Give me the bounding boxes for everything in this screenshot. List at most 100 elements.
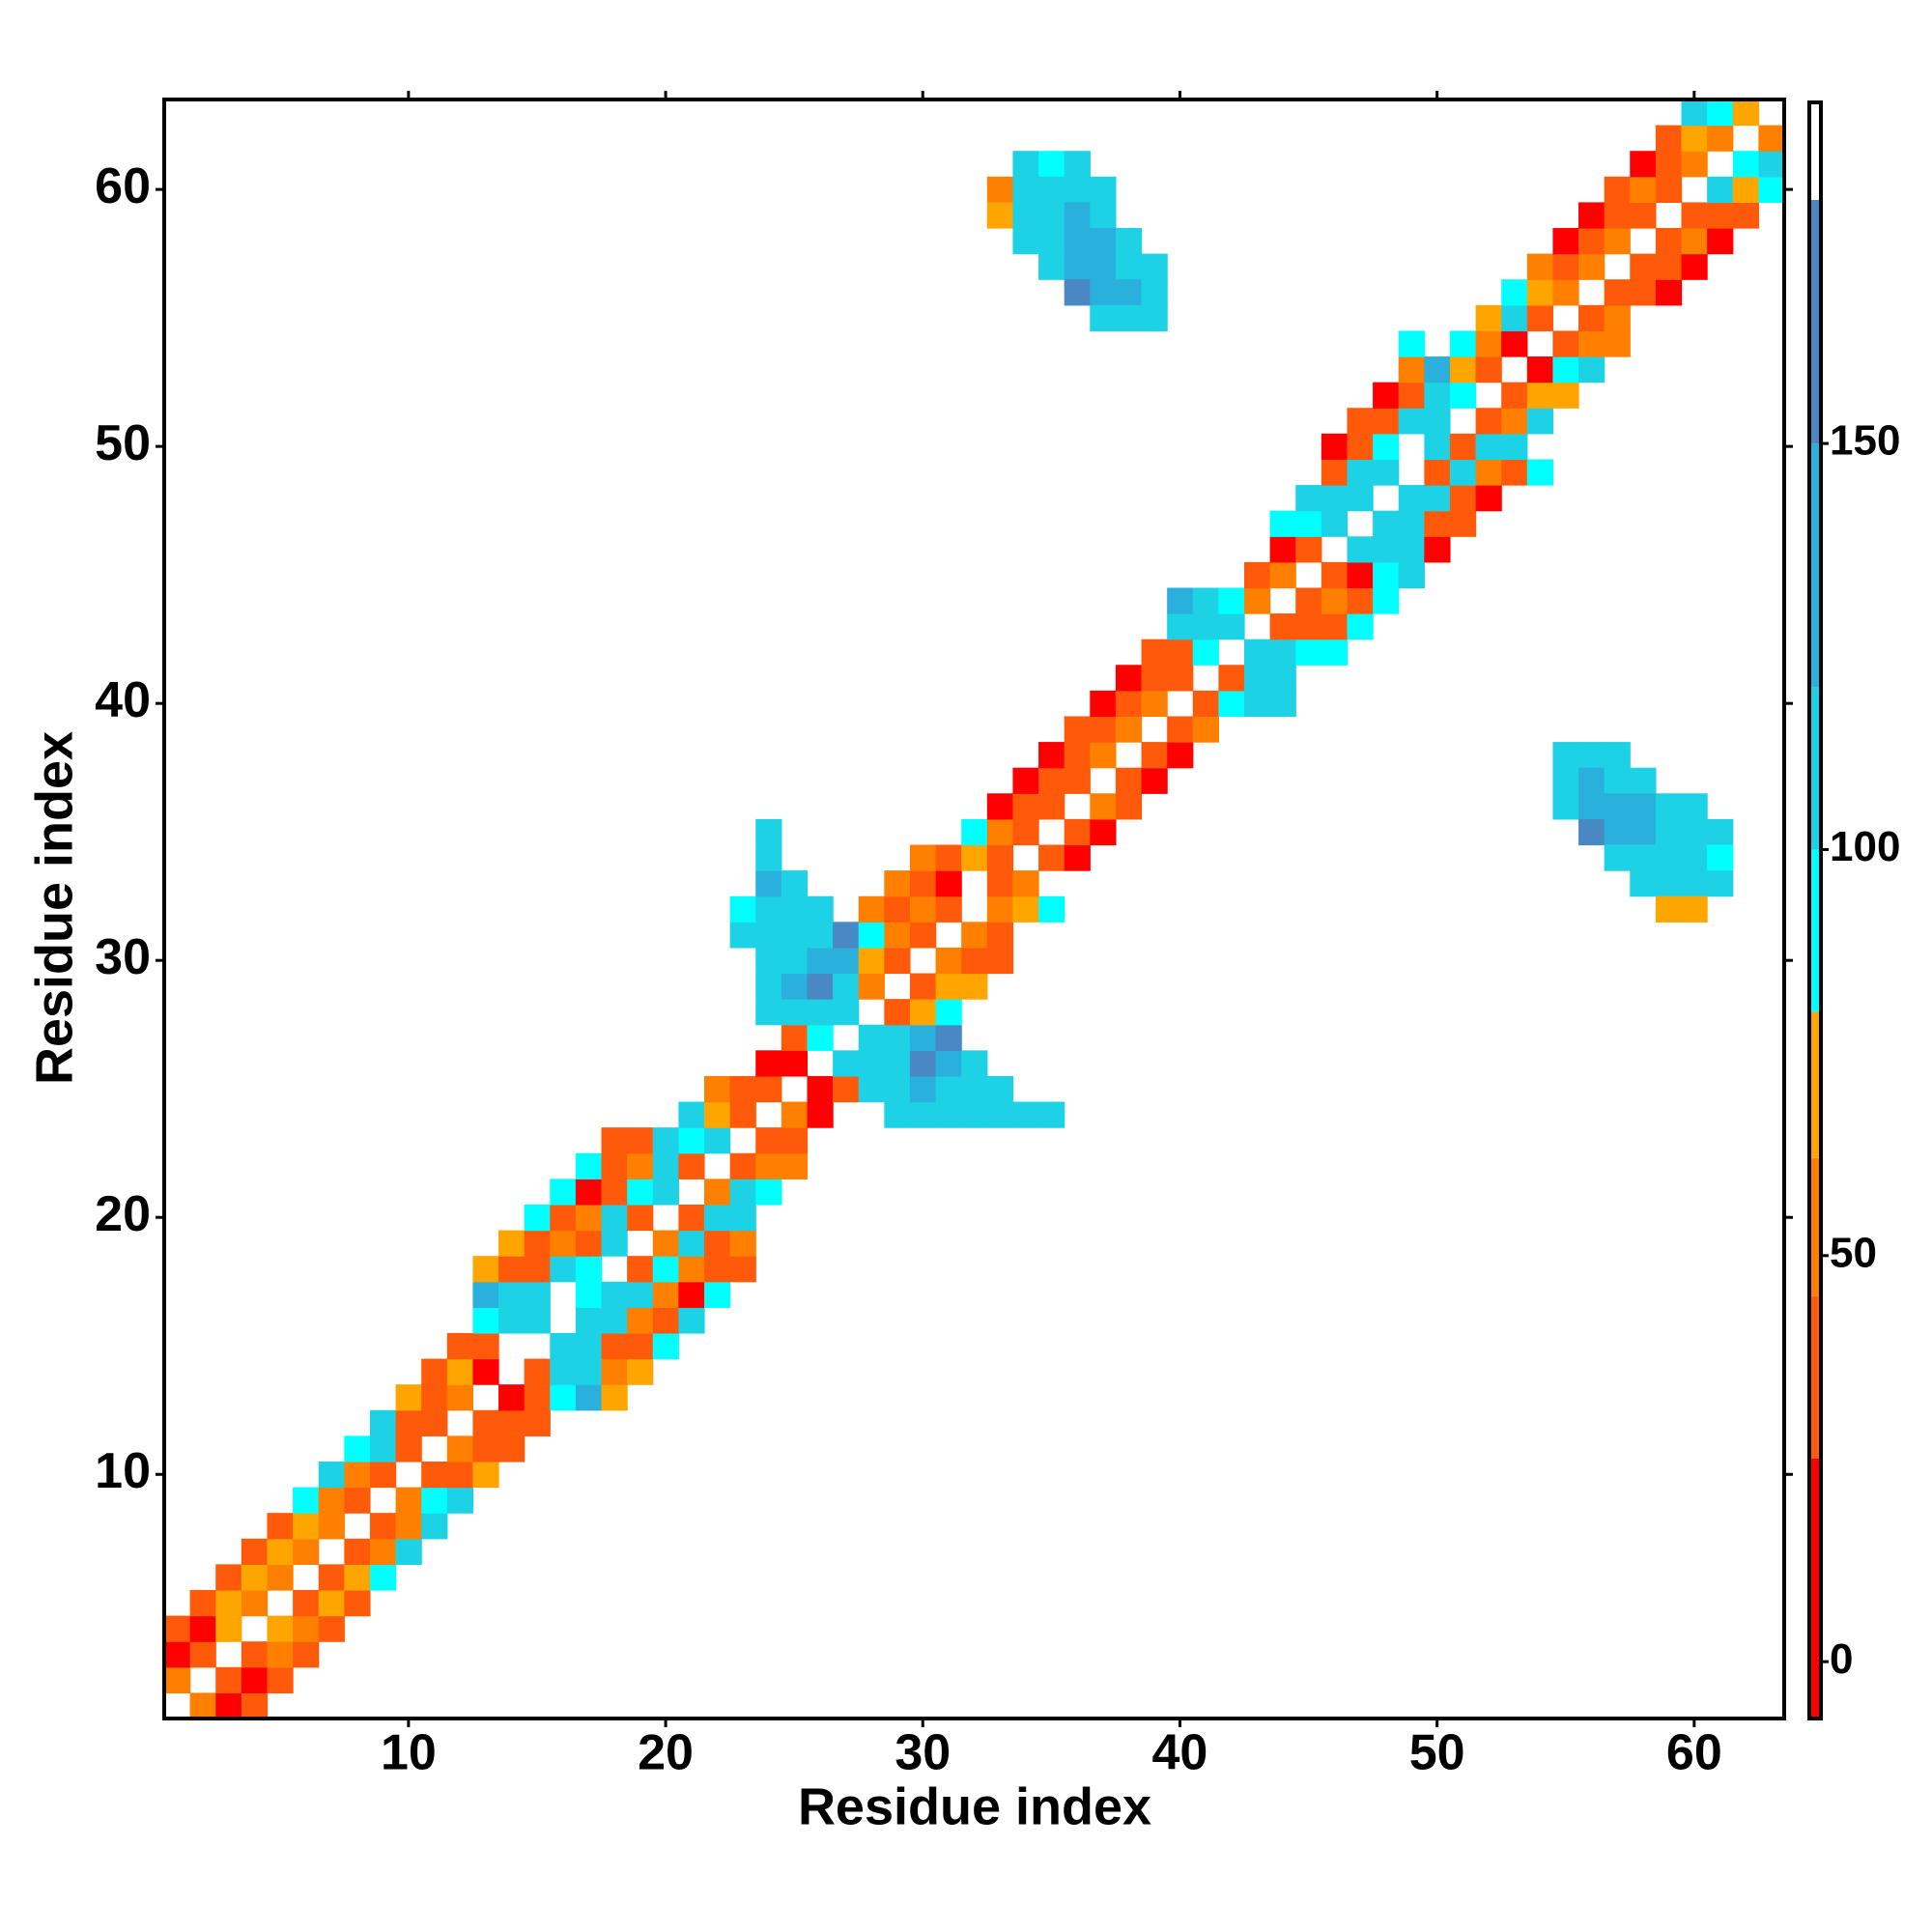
heatmap-cell [652,1332,679,1360]
heatmap-cell [1475,433,1502,461]
heatmap-cell [1321,510,1349,537]
heatmap-cell [1681,895,1708,923]
heatmap-cell [935,999,962,1026]
heatmap-cell [550,1256,577,1283]
heatmap-cell [729,1101,756,1128]
heatmap-cell [1707,125,1734,152]
heatmap-cell [1526,382,1554,409]
heatmap-cell [1552,742,1579,769]
heatmap-cell [1630,818,1657,846]
heatmap-cell [833,1075,860,1103]
heatmap-cell [241,1564,269,1591]
heatmap-cell [1090,228,1117,255]
heatmap-cell [241,1666,269,1693]
heatmap-cell [1038,767,1065,794]
heatmap-cell [472,1332,499,1360]
heatmap-cell [1038,742,1065,769]
heatmap-cell [1012,202,1039,229]
heatmap-cell [1655,125,1683,152]
heatmap-cell [729,1204,756,1232]
heatmap-cell [807,1101,834,1128]
heatmap-cell [1115,279,1143,306]
heatmap-cell [1038,253,1065,280]
heatmap-cell [369,1564,397,1591]
y-tick-label: 40 [95,672,151,728]
heatmap-cell [575,1332,603,1360]
heatmap-cell [1141,279,1168,306]
heatmap-cell [1167,613,1194,640]
heatmap-cell [189,1692,216,1719]
heatmap-cell [1424,433,1451,461]
heatmap-cell [1244,690,1271,718]
heatmap-cell [781,1050,809,1077]
heatmap-cell [833,1050,860,1077]
heatmap-cell [1321,639,1349,666]
heatmap-cell [1578,253,1605,280]
heatmap-cell [241,1641,269,1668]
heatmap-cell [678,1256,705,1283]
heatmap-cell [781,895,809,923]
heatmap-cell [1475,408,1502,435]
heatmap-cell [1398,330,1425,357]
heatmap-cell [524,1230,551,1257]
heatmap-cell [755,1179,782,1206]
heatmap-cell [524,1409,551,1436]
heatmap-cell [1347,408,1374,435]
heatmap-cell [1064,202,1091,229]
heatmap-cell [241,1538,269,1565]
heatmap-cell [807,1075,834,1103]
heatmap-cell [293,1589,320,1617]
heatmap-cell [1424,356,1451,384]
heatmap-cell [215,1564,242,1591]
heatmap-cell [884,922,911,949]
heatmap-cell [1449,459,1477,486]
heatmap-cell [1501,408,1528,435]
heatmap-cell [498,1384,526,1411]
heatmap-cell [1552,793,1579,820]
heatmap-cell [1012,895,1039,923]
heatmap-cell [472,1307,499,1334]
heatmap-cell [1707,228,1734,255]
x-tick-label: 30 [895,1725,951,1781]
heatmap-cell [858,1050,885,1077]
heatmap-cell [781,870,809,897]
heatmap-cell [1526,253,1554,280]
heatmap-cell [1192,716,1219,743]
heatmap-cell [1090,176,1117,204]
heatmap-cell [1398,485,1425,512]
heatmap-cell [446,1435,474,1463]
heatmap-cell [781,1127,809,1154]
heatmap-cell [267,1666,294,1693]
heatmap-cell [1552,767,1579,794]
heatmap-cell [1475,485,1502,512]
heatmap-cell [1578,202,1605,229]
heatmap-cell [652,1230,679,1257]
heatmap-cell [1373,561,1400,589]
heatmap-cell [961,844,988,871]
heatmap-cell [755,922,782,949]
heatmap-cell [1526,356,1554,384]
heatmap-cell [1090,253,1117,280]
heatmap-cell [1012,228,1039,255]
heatmap-cell [858,947,885,975]
heatmap-cell [833,999,860,1026]
heatmap-cell [1269,561,1296,589]
heatmap-cell [1655,844,1683,871]
heatmap-cell [421,1461,448,1489]
heatmap-cell [1578,793,1605,820]
heatmap-cell [1269,690,1296,718]
heatmap-cell [1526,304,1554,332]
x-tick-label: 10 [381,1725,437,1781]
heatmap-cell [1398,382,1425,409]
heatmap-cell [395,1435,422,1463]
heatmap-cell [884,870,911,897]
heatmap-cell [601,1358,628,1385]
heatmap-cell [189,1589,216,1617]
heatmap-cell [1115,793,1143,820]
heatmap-cell [1038,151,1065,178]
heatmap-cell [267,1538,294,1565]
heatmap-cell [652,1307,679,1334]
heatmap-cell [704,1256,731,1283]
heatmap-cell [1064,279,1091,306]
